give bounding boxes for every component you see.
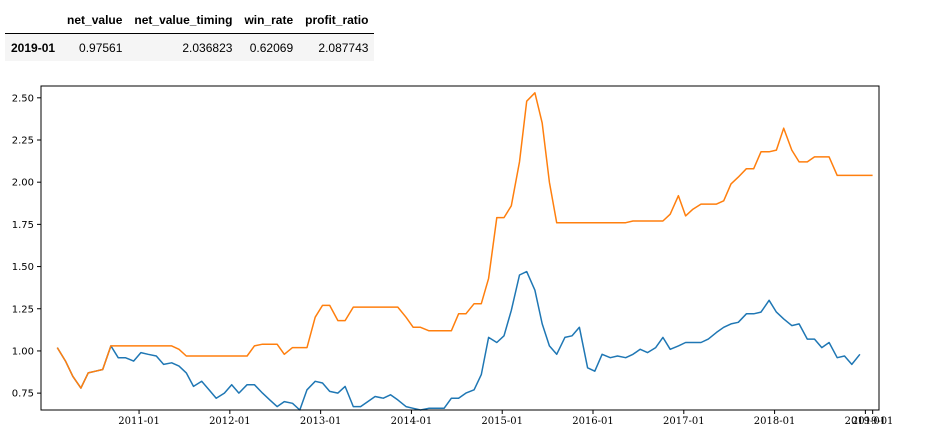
y-tick-label: 1.75 xyxy=(12,220,34,231)
cell-profit-ratio: 2.087743 xyxy=(318,40,369,55)
table-row: 2019-01 0.97561 2.036823 0.62069 2.08774… xyxy=(5,33,375,61)
column-header-net-value: net_value xyxy=(61,6,129,34)
y-tick-label: 2.00 xyxy=(12,178,34,189)
table-header-row: net_value net_value_timing win_rate prof… xyxy=(5,6,375,34)
x-tick-label: 2014-01 xyxy=(391,416,433,427)
cell-win-rate: 0.62069 xyxy=(249,40,294,55)
y-tick-label: 2.50 xyxy=(12,93,34,104)
x-tick-label: 2019-01 xyxy=(845,416,887,427)
plot-frame xyxy=(40,85,880,411)
y-tick-label: 0.75 xyxy=(12,389,34,400)
line-chart: 0.75 1.00 1.25 1.50 1.75 2.00 2.25 2.50 2011-01 2… xyxy=(12,85,894,427)
series-line-2 xyxy=(56,92,873,389)
axes-layer: 0.75 1.00 1.25 1.50 1.75 2.00 2.25 2.50 2011-01 2… xyxy=(12,85,894,427)
cell-net-value-timing: 2.036823 xyxy=(182,40,233,55)
dataframe-table: net_value net_value_timing win_rate prof… xyxy=(5,6,375,61)
cell-net-value: 0.97561 xyxy=(79,40,123,55)
x-tick-label: 2013-01 xyxy=(300,416,342,427)
column-header-net-value-timing: net_value_timing xyxy=(128,6,239,34)
y-tick-label: 1.00 xyxy=(12,346,34,357)
y-tick-label: 2.25 xyxy=(12,136,34,147)
series-line-1 xyxy=(56,270,861,411)
x-tick-label: 2012-01 xyxy=(209,416,251,427)
index-header xyxy=(5,6,62,34)
column-header-profit-ratio: profit_ratio xyxy=(299,6,375,34)
y-tick-label: 1.25 xyxy=(12,304,34,315)
x-tick-label: 2019-01 xyxy=(852,416,894,427)
x-tick-label: 2018-01 xyxy=(754,416,796,427)
x-tick-label: 2011-01 xyxy=(118,416,160,427)
x-tick-label: 2017-01 xyxy=(663,416,705,427)
row-index: 2019-01 xyxy=(11,40,56,55)
y-tick-label: 1.50 xyxy=(12,262,34,273)
x-tick-label: 2016-01 xyxy=(572,416,614,427)
column-header-win-rate: win_rate xyxy=(238,6,300,34)
x-tick-label: 2015-01 xyxy=(481,416,523,427)
series-layer xyxy=(56,92,873,411)
